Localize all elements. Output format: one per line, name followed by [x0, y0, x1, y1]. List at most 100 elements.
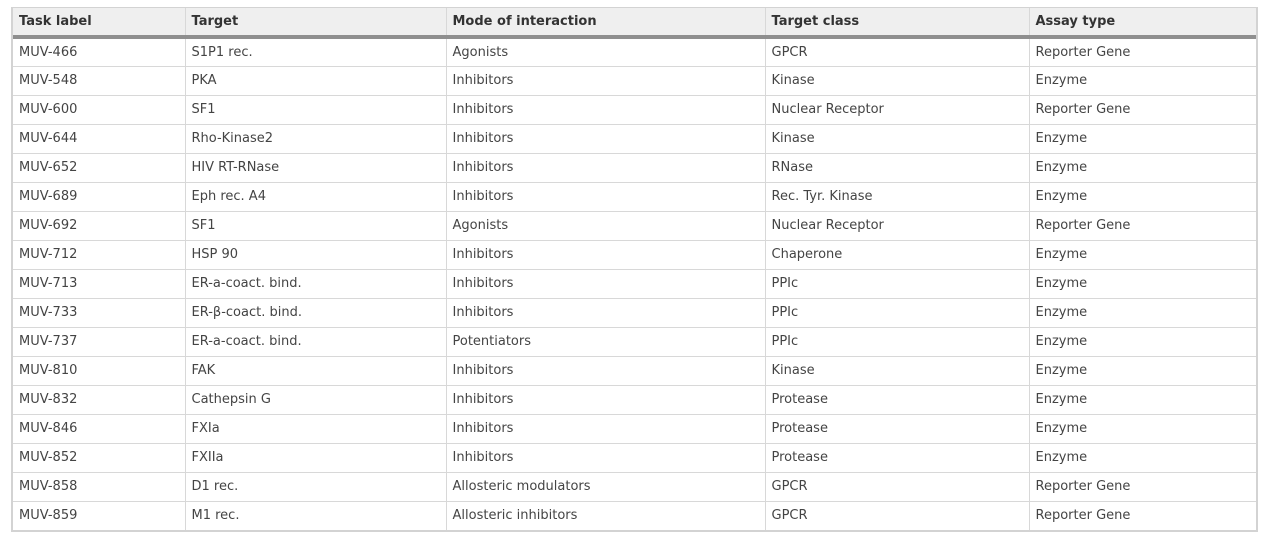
cell-task-label: MUV-689	[13, 181, 185, 211]
table-row: MUV-846 FXIa Inhibitors Protease Enzyme	[13, 413, 1256, 443]
table-row: MUV-600 SF1 Inhibitors Nuclear Receptor Repo…	[13, 94, 1256, 124]
header-row: Task label Target Mode of interaction Ta…	[13, 8, 1256, 39]
cell-task-label: MUV-846	[13, 413, 185, 443]
cell-mode-of-interaction: Inhibitors	[445, 65, 765, 95]
cell-target-class: GPCR	[764, 500, 1029, 530]
cell-task-label: MUV-692	[13, 210, 185, 240]
table-header: Task label Target Mode of interaction Ta…	[13, 8, 1256, 39]
cell-task-label: MUV-737	[13, 326, 185, 356]
cell-target: S1P1 rec.	[184, 37, 446, 66]
cell-assay-type: Enzyme	[1028, 123, 1256, 153]
cell-mode-of-interaction: Inhibitors	[445, 355, 765, 385]
cell-target: Cathepsin G	[184, 384, 446, 414]
cell-mode-of-interaction: Inhibitors	[445, 152, 765, 182]
cell-target-class: Kinase	[764, 123, 1029, 153]
cell-assay-type: Enzyme	[1028, 181, 1256, 211]
cell-target: ER-β-coact. bind.	[184, 297, 446, 327]
cell-task-label: MUV-733	[13, 297, 185, 327]
cell-target: M1 rec.	[184, 500, 446, 530]
cell-mode-of-interaction: Inhibitors	[445, 297, 765, 327]
table-body: MUV-466 S1P1 rec. Agonists GPCR Reporter Gen…	[13, 37, 1256, 530]
table-row: MUV-859 M1 rec. Allosteric inhibitors GPCR R…	[13, 500, 1256, 530]
cell-target: D1 rec.	[184, 471, 446, 501]
cell-assay-type: Enzyme	[1028, 326, 1256, 356]
cell-target: HSP 90	[184, 239, 446, 269]
cell-assay-type: Enzyme	[1028, 384, 1256, 414]
column-header-mode-of-interaction: Mode of interaction	[445, 8, 765, 39]
cell-assay-type: Enzyme	[1028, 355, 1256, 385]
column-header-target: Target	[184, 8, 446, 39]
cell-target-class: GPCR	[764, 37, 1029, 66]
cell-mode-of-interaction: Inhibitors	[445, 442, 765, 472]
table-row: MUV-832 Cathepsin G Inhibitors Protease Enzy…	[13, 384, 1256, 414]
cell-assay-type: Enzyme	[1028, 239, 1256, 269]
column-header-target-class: Target class	[764, 8, 1029, 39]
table-row: MUV-858 D1 rec. Allosteric modulators GPCR R…	[13, 471, 1256, 501]
column-header-assay-type: Assay type	[1028, 8, 1256, 39]
cell-target: Eph rec. A4	[184, 181, 446, 211]
cell-target-class: RNase	[764, 152, 1029, 182]
cell-target-class: Nuclear Receptor	[764, 94, 1029, 124]
table-row: MUV-713 ER-a-coact. bind. Inhibitors PPIc En…	[13, 268, 1256, 298]
cell-target: SF1	[184, 210, 446, 240]
column-header-task-label: Task label	[13, 8, 185, 39]
cell-mode-of-interaction: Inhibitors	[445, 384, 765, 414]
cell-task-label: MUV-713	[13, 268, 185, 298]
cell-mode-of-interaction: Inhibitors	[445, 94, 765, 124]
table-row: MUV-644 Rho-Kinase2 Inhibitors Kinase Enzyme	[13, 123, 1256, 153]
cell-target-class: Rec. Tyr. Kinase	[764, 181, 1029, 211]
cell-assay-type: Enzyme	[1028, 297, 1256, 327]
cell-target-class: Protease	[764, 413, 1029, 443]
table-row: MUV-712 HSP 90 Inhibitors Chaperone Enzyme	[13, 239, 1256, 269]
cell-target-class: Protease	[764, 384, 1029, 414]
cell-target-class: Kinase	[764, 355, 1029, 385]
cell-target: SF1	[184, 94, 446, 124]
cell-task-label: MUV-600	[13, 94, 185, 124]
cell-mode-of-interaction: Allosteric modulators	[445, 471, 765, 501]
cell-task-label: MUV-644	[13, 123, 185, 153]
cell-target-class: Protease	[764, 442, 1029, 472]
table-row: MUV-733 ER-β-coact. bind. Inhibitors PPIc En…	[13, 297, 1256, 327]
cell-mode-of-interaction: Agonists	[445, 37, 765, 66]
cell-target-class: PPIc	[764, 268, 1029, 298]
cell-task-label: MUV-652	[13, 152, 185, 182]
cell-target-class: GPCR	[764, 471, 1029, 501]
cell-assay-type: Enzyme	[1028, 152, 1256, 182]
cell-assay-type: Reporter Gene	[1028, 471, 1256, 501]
cell-target: FXIIa	[184, 442, 446, 472]
cell-target-class: Kinase	[764, 65, 1029, 95]
cell-target: PKA	[184, 65, 446, 95]
cell-target: HIV RT-RNase	[184, 152, 446, 182]
cell-task-label: MUV-859	[13, 500, 185, 530]
table-row: MUV-737 ER-a-coact. bind. Potentiators PPIc…	[13, 326, 1256, 356]
cell-target: Rho-Kinase2	[184, 123, 446, 153]
table-row: MUV-652 HIV RT-RNase Inhibitors RNase Enzyme	[13, 152, 1256, 182]
cell-target: ER-a-coact. bind.	[184, 268, 446, 298]
cell-assay-type: Reporter Gene	[1028, 500, 1256, 530]
cell-assay-type: Enzyme	[1028, 413, 1256, 443]
cell-task-label: MUV-466	[19, 44, 78, 60]
table-row: MUV-852 FXIIa Inhibitors Protease Enzyme	[13, 442, 1256, 472]
cell-task-label: MUV-810	[13, 355, 185, 385]
cell-assay-type: Enzyme	[1028, 65, 1256, 95]
cell-assay-type: Reporter Gene	[1028, 210, 1256, 240]
cell-target-class: Chaperone	[764, 239, 1029, 269]
table-row: MUV-689 Eph rec. A4 Inhibitors Rec. Tyr. Ki…	[13, 181, 1256, 211]
cell-task-label: MUV-832	[13, 384, 185, 414]
table-row: MUV-810 FAK Inhibitors Kinase Enzyme	[13, 355, 1256, 385]
cell-assay-type: Enzyme	[1028, 268, 1256, 298]
cell-target-class: Nuclear Receptor	[764, 210, 1029, 240]
table-row: MUV-548 PKA Inhibitors Kinase Enzyme	[13, 65, 1256, 95]
cell-target-class: PPIc	[764, 326, 1029, 356]
cell-task-label: MUV-712	[13, 239, 185, 269]
muv-task-table: Task label Target Mode of interaction Ta…	[13, 8, 1256, 530]
cell-task-label: MUV-548	[13, 65, 185, 95]
cell-target-class: PPIc	[764, 297, 1029, 327]
cell-mode-of-interaction: Inhibitors	[445, 413, 765, 443]
cell-mode-of-interaction: Inhibitors	[445, 123, 765, 153]
cell-target: FAK	[184, 355, 446, 385]
cell-task-label: MUV-852	[13, 442, 185, 472]
data-table-container: Task label Target Mode of interaction Ta…	[11, 7, 1258, 532]
cell-assay-type: Enzyme	[1028, 442, 1256, 472]
cell-mode-of-interaction: Inhibitors	[445, 239, 765, 269]
